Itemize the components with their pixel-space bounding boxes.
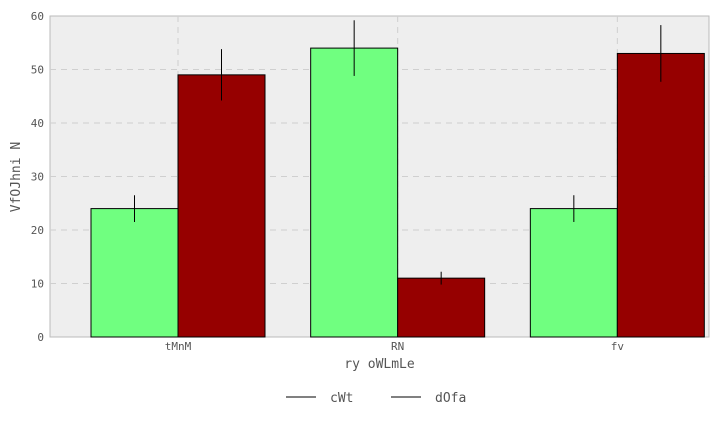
error-bars xyxy=(134,20,662,285)
x-tick-label: tMnM xyxy=(165,340,192,353)
y-tick-label: 20 xyxy=(31,224,44,237)
y-axis-label: VfOJhni N xyxy=(9,142,24,212)
bar-dOfa-RN xyxy=(397,277,486,338)
x-axis-label: ry oWLmLe xyxy=(344,357,415,372)
x-axis-ticks: tMnM RN fv xyxy=(165,340,625,353)
y-tick-label: 0 xyxy=(37,331,44,344)
y-tick-label: 30 xyxy=(31,171,44,184)
x-tick-label: RN xyxy=(391,340,404,353)
bar-cWt-RN xyxy=(310,47,399,338)
legend-label-dOfa: dOfa xyxy=(435,391,466,406)
bar-cWt-fv xyxy=(529,208,618,338)
bar-dOfa-tMnM xyxy=(177,74,266,338)
legend-label-cWt: cWt xyxy=(330,391,353,406)
y-tick-label: 60 xyxy=(31,10,44,23)
x-tick-label: fv xyxy=(611,340,625,353)
legend: cWt dOfa xyxy=(286,391,466,406)
bars xyxy=(90,47,705,338)
bar-dOfa-fv xyxy=(616,52,705,338)
bar-cWt-tMnM xyxy=(90,208,179,338)
y-tick-label: 40 xyxy=(31,117,44,130)
y-tick-label: 50 xyxy=(31,64,44,77)
y-tick-label: 10 xyxy=(31,278,44,291)
y-axis-ticks: 0 10 20 30 40 50 60 xyxy=(31,10,44,344)
